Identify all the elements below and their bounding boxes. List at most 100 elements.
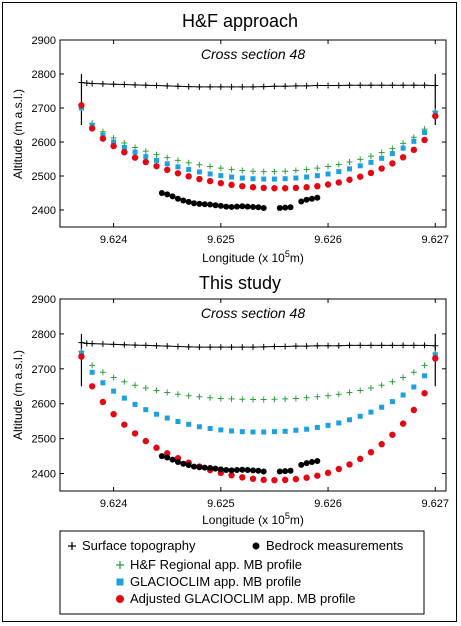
h-f-regional-app-mb-profile-point bbox=[367, 153, 374, 160]
bedrock-measurements-point bbox=[276, 204, 283, 211]
bedrock-measurements-point bbox=[308, 195, 315, 202]
h-f-regional-app-mb-profile-point bbox=[207, 394, 214, 401]
surface-topography-point bbox=[250, 83, 256, 90]
bedrock-measurements-point bbox=[255, 467, 262, 474]
y-tick-label: 2600 bbox=[32, 137, 56, 149]
h-f-regional-app-mb-profile-point bbox=[174, 391, 181, 398]
glacioclim-app-mb-profile-point bbox=[175, 419, 181, 425]
bedrock-measurements-point bbox=[164, 454, 171, 461]
surface-topography-point bbox=[110, 81, 117, 88]
h-f-regional-app-mb-profile-point bbox=[282, 168, 289, 175]
surface-topography-point bbox=[346, 82, 353, 89]
bedrock-measurements-point bbox=[282, 204, 289, 211]
adjusted-glacioclim-app-mb-profile-point bbox=[249, 184, 257, 191]
glacioclim-app-mb-profile-point bbox=[293, 175, 299, 181]
x-axis-label: Longitude (x 105m) bbox=[202, 511, 304, 527]
glacioclim-app-mb-profile-point bbox=[379, 155, 385, 161]
adjusted-glacioclim-app-mb-profile-point bbox=[324, 181, 332, 188]
glacioclim-app-mb-profile-point bbox=[347, 417, 352, 423]
surface-topography-point bbox=[357, 82, 364, 89]
adjusted-glacioclim-app-mb-profile-point bbox=[292, 475, 300, 483]
bedrock-measurements-point bbox=[174, 459, 181, 466]
glacioclim-app-mb-profile-point bbox=[143, 407, 149, 413]
adjusted-glacioclim-app-mb-profile-point bbox=[153, 162, 160, 170]
adjusted-glacioclim-app-mb-profile-point bbox=[164, 166, 171, 174]
glacioclim-app-mb-profile-point bbox=[325, 422, 331, 428]
adjusted-glacioclim-app-mb-profile-point bbox=[249, 475, 257, 482]
glacioclim-app-mb-profile-point bbox=[357, 163, 363, 169]
glacioclim-app-mb-profile-point bbox=[121, 144, 127, 150]
bedrock-measurements-point bbox=[169, 456, 176, 463]
glacioclim-app-mb-profile-point bbox=[229, 428, 235, 434]
surface-topography-point bbox=[174, 83, 181, 90]
h-f-regional-app-mb-profile-point bbox=[303, 166, 310, 173]
legend-marker-dot bbox=[252, 542, 260, 550]
adjusted-glacioclim-app-mb-profile-point bbox=[303, 184, 310, 191]
adjusted-glacioclim-app-mb-profile-point bbox=[260, 476, 267, 484]
adjusted-glacioclim-app-mb-profile-point bbox=[217, 179, 225, 187]
h-f-regional-app-mb-profile-point bbox=[217, 395, 224, 402]
adjusted-glacioclim-app-mb-profile-point bbox=[410, 146, 418, 154]
adjusted-glacioclim-app-mb-profile-point bbox=[281, 476, 289, 484]
bedrock-measurements-point bbox=[223, 467, 230, 474]
y-tick-label: 2800 bbox=[32, 69, 56, 81]
glacioclim-app-mb-profile-point bbox=[314, 173, 320, 179]
surface-topography-point bbox=[303, 343, 310, 350]
glacioclim-app-mb-profile-point bbox=[400, 392, 406, 398]
panel-title: H&F approach bbox=[182, 11, 298, 31]
glacioclim-app-mb-profile-point bbox=[239, 175, 245, 181]
glacioclim-app-mb-profile-point bbox=[132, 401, 138, 407]
glacioclim-app-mb-profile-point bbox=[89, 369, 95, 375]
h-f-regional-app-mb-profile-point bbox=[325, 392, 332, 399]
glacioclim-app-mb-profile-point bbox=[368, 409, 374, 415]
surface-topography-point bbox=[389, 342, 396, 349]
bedrock-measurements-point bbox=[164, 191, 171, 198]
plot-marks bbox=[78, 333, 439, 484]
surface-topography-point bbox=[142, 342, 149, 349]
h-f-regional-app-mb-profile-point bbox=[421, 362, 428, 369]
glacioclim-app-mb-profile-point bbox=[432, 352, 438, 358]
surface-topography-point bbox=[335, 82, 342, 89]
surface-topography-point bbox=[89, 340, 96, 347]
panel-this-study: This study Cross section 48 Altitude (m … bbox=[11, 273, 449, 527]
adjusted-glacioclim-app-mb-profile-point bbox=[367, 169, 375, 177]
glacioclim-app-mb-profile-point bbox=[293, 427, 299, 433]
plot-marks bbox=[78, 74, 439, 211]
adjusted-glacioclim-app-mb-profile-point bbox=[346, 176, 353, 183]
bedrock-measurements-point bbox=[314, 194, 321, 201]
surface-topography-point bbox=[207, 83, 214, 90]
glacioclim-app-mb-profile-point bbox=[111, 388, 117, 394]
surface-topography-point bbox=[217, 83, 224, 90]
bedrock-measurements-point bbox=[287, 204, 294, 211]
surface-topography-point bbox=[99, 341, 106, 348]
surface-topography-point bbox=[432, 82, 439, 89]
surface-topography-point bbox=[239, 83, 246, 90]
surface-topography-point bbox=[110, 341, 117, 348]
bedrock-measurements-point bbox=[201, 201, 208, 208]
bedrock-measurements-point bbox=[223, 203, 230, 210]
h-f-regional-app-mb-profile-point bbox=[142, 148, 149, 155]
legend-marker-plus bbox=[68, 542, 76, 550]
y-tick-label: 2600 bbox=[32, 399, 56, 411]
glacioclim-app-mb-profile-point bbox=[218, 427, 224, 433]
bedrock-measurements-point bbox=[174, 195, 181, 202]
adjusted-glacioclim-app-mb-profile-point bbox=[281, 185, 289, 192]
surface-topography-point bbox=[303, 82, 310, 89]
bedrock-measurements-point bbox=[239, 466, 246, 473]
surface-topography-point bbox=[421, 342, 428, 349]
adjusted-glacioclim-app-mb-profile-point bbox=[228, 472, 235, 479]
h-f-regional-app-mb-profile-point bbox=[410, 369, 417, 376]
glacioclim-app-mb-profile-point bbox=[78, 350, 84, 356]
legend-label: H&F Regional app. MB profile bbox=[130, 557, 302, 572]
h-f-regional-app-mb-profile-point bbox=[142, 385, 149, 392]
h-f-regional-app-mb-profile-point bbox=[89, 362, 96, 369]
glacioclim-app-mb-profile-point bbox=[271, 429, 277, 435]
glacioclim-app-mb-profile-point bbox=[261, 176, 267, 182]
h-f-regional-app-mb-profile-point bbox=[153, 387, 160, 394]
adjusted-glacioclim-app-mb-profile-point bbox=[421, 136, 428, 144]
surface-topography-point bbox=[89, 80, 96, 87]
bedrock-measurements-point bbox=[255, 204, 262, 211]
surface-topography-point bbox=[185, 343, 192, 350]
h-f-regional-app-mb-profile-point bbox=[335, 391, 342, 398]
surface-topography-point bbox=[99, 80, 106, 87]
